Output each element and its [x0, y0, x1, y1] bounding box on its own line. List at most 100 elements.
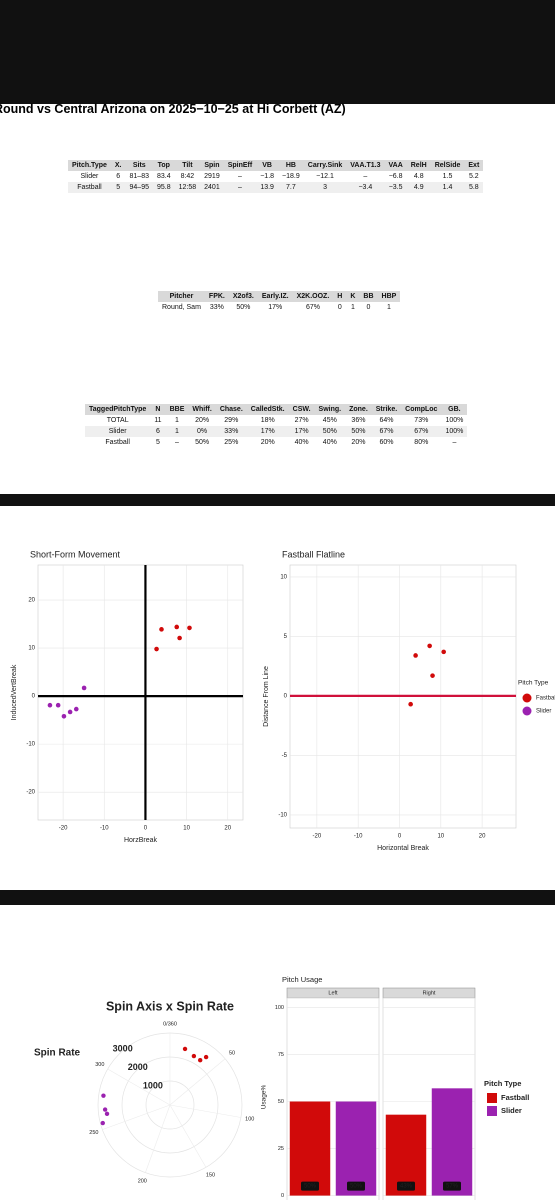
column-header: RelSide	[430, 160, 465, 171]
point	[427, 643, 432, 649]
table-cell: 4.8	[413, 173, 424, 180]
table-cell: 12:58	[174, 182, 201, 193]
x-axis-label: HorzBreak	[124, 837, 158, 844]
table-cell: 94–95	[125, 182, 153, 193]
x-tick-label: 0	[398, 834, 402, 840]
table-cell: 0	[366, 304, 371, 311]
table-cell: 50%	[314, 426, 346, 437]
table-cell: 1	[165, 426, 189, 437]
y-tick-label: 0	[32, 694, 36, 700]
point	[73, 706, 79, 712]
grid-spoke	[145, 1104, 171, 1173]
table-cell: 81–83	[129, 173, 149, 180]
table-cell: 45%	[322, 417, 337, 424]
y-tick-label: 10	[280, 574, 287, 580]
r-tick-label: 3000	[113, 1043, 133, 1053]
table-cell: 13.9	[256, 182, 279, 193]
point	[191, 1053, 197, 1059]
table-cell: –	[238, 173, 242, 180]
table-cell: 0	[337, 304, 342, 311]
point	[187, 625, 192, 631]
column-header: X2of3.	[228, 291, 258, 302]
r-tick-label: 2000	[128, 1062, 148, 1072]
table-cell: TOTAL	[106, 417, 129, 424]
table-cell: 1.4	[430, 182, 465, 193]
column-header: Sits	[125, 160, 153, 171]
column-header: Carry.Sink	[303, 160, 347, 171]
table-row: Slider 6 81–83 83.4 8:42 2919 – −1.8 −18.9 −12.1 –…	[68, 171, 483, 182]
point	[203, 1054, 209, 1060]
value-label: 50%	[350, 1184, 363, 1190]
bar	[335, 1101, 377, 1196]
column-header: GB.	[441, 404, 468, 415]
theta-tick-label: 250	[89, 1130, 98, 1136]
x-axis-label: Horizontal Break	[377, 845, 429, 852]
x-tick-label: 10	[437, 834, 444, 840]
point	[104, 1111, 110, 1117]
y-tick-label: -5	[282, 753, 288, 759]
table-cell: 6	[150, 426, 166, 437]
value-label-box	[301, 1181, 319, 1191]
facet-label: Left	[328, 990, 338, 996]
table-cell: 60%	[379, 439, 394, 446]
header-row: Pitch.Type X. Sits Top Tilt Spin SpinEff VB HB Ca…	[68, 160, 484, 171]
point	[182, 1046, 188, 1052]
point	[102, 1107, 108, 1112]
y-tick-label: -20	[26, 790, 35, 796]
x-tick-label: -10	[354, 834, 363, 840]
point	[100, 1120, 105, 1126]
table-cell: 67%	[305, 304, 320, 311]
usage-chart: Pitch Usage Usage% Left 50% 50% Right 43% 57% 0 2…	[261, 975, 529, 1200]
legend-swatch	[487, 1106, 497, 1116]
y-axis-label: InducedVertBreak	[11, 664, 18, 720]
y-axis-label: Usage%	[261, 1085, 268, 1110]
value-label: 43%	[400, 1184, 413, 1190]
column-header: H	[333, 291, 347, 302]
legend-label: Fastball	[501, 1093, 529, 1102]
table-cell: 95.8	[152, 182, 175, 193]
value-label-box	[397, 1181, 415, 1191]
theta-tick-label: 50	[229, 1050, 235, 1056]
table-row: Round, Sam 33% 50% 17% 67% 0 1 0 1	[158, 302, 400, 313]
x-tick-label: -10	[100, 826, 109, 832]
table-row: Slider 6 1 0% 33% 17% 17% 50% 50% 67% 67% 100%	[85, 426, 468, 437]
column-header: TaggedPitchType	[85, 404, 151, 415]
legend-swatch	[487, 1093, 497, 1103]
column-header: Spin	[200, 160, 224, 171]
table-cell: 20%	[351, 439, 366, 446]
y-tick-label: 10	[28, 646, 35, 652]
table-cell: 17%	[246, 426, 289, 437]
value-label-box	[443, 1181, 461, 1191]
chart-title: Fastball Flatline	[282, 549, 345, 559]
point	[67, 709, 73, 715]
point	[413, 653, 418, 658]
y-tick-label: 0	[284, 693, 288, 699]
r-tick-label: 1000	[143, 1081, 163, 1091]
column-header: Ext	[464, 160, 484, 171]
table-cell: –	[223, 182, 257, 193]
x-tick-label: 0	[144, 826, 148, 832]
table-cell: 50%	[236, 304, 251, 311]
table-cell: 80%	[414, 439, 429, 446]
bar	[431, 1088, 473, 1196]
table-cell: 5.2	[468, 173, 479, 180]
column-header: Swing.	[314, 404, 346, 415]
table-cell: 8:42	[180, 173, 195, 180]
movement-chart: Short-Form Movement -20 -10 0 10 20 -20 -10 0 10 2…	[11, 549, 244, 844]
x-tick-label: 20	[479, 834, 486, 840]
point	[61, 713, 67, 719]
chart-title: Spin Axis x Spin Rate	[106, 999, 234, 1013]
column-header: X2K.OOZ.	[292, 291, 334, 302]
point	[430, 673, 435, 678]
y-tick-label: 0	[281, 1193, 284, 1199]
point	[47, 702, 53, 708]
table-cell: 5	[156, 439, 160, 446]
grid-spoke	[102, 1104, 171, 1130]
table-cell: 4.9	[406, 182, 431, 193]
column-header: Zone.	[345, 404, 372, 415]
y-tick-label: 20	[28, 598, 35, 604]
column-header: CSW.	[288, 404, 315, 415]
x-tick-label: -20	[313, 834, 322, 840]
table-cell: 1	[175, 417, 179, 424]
